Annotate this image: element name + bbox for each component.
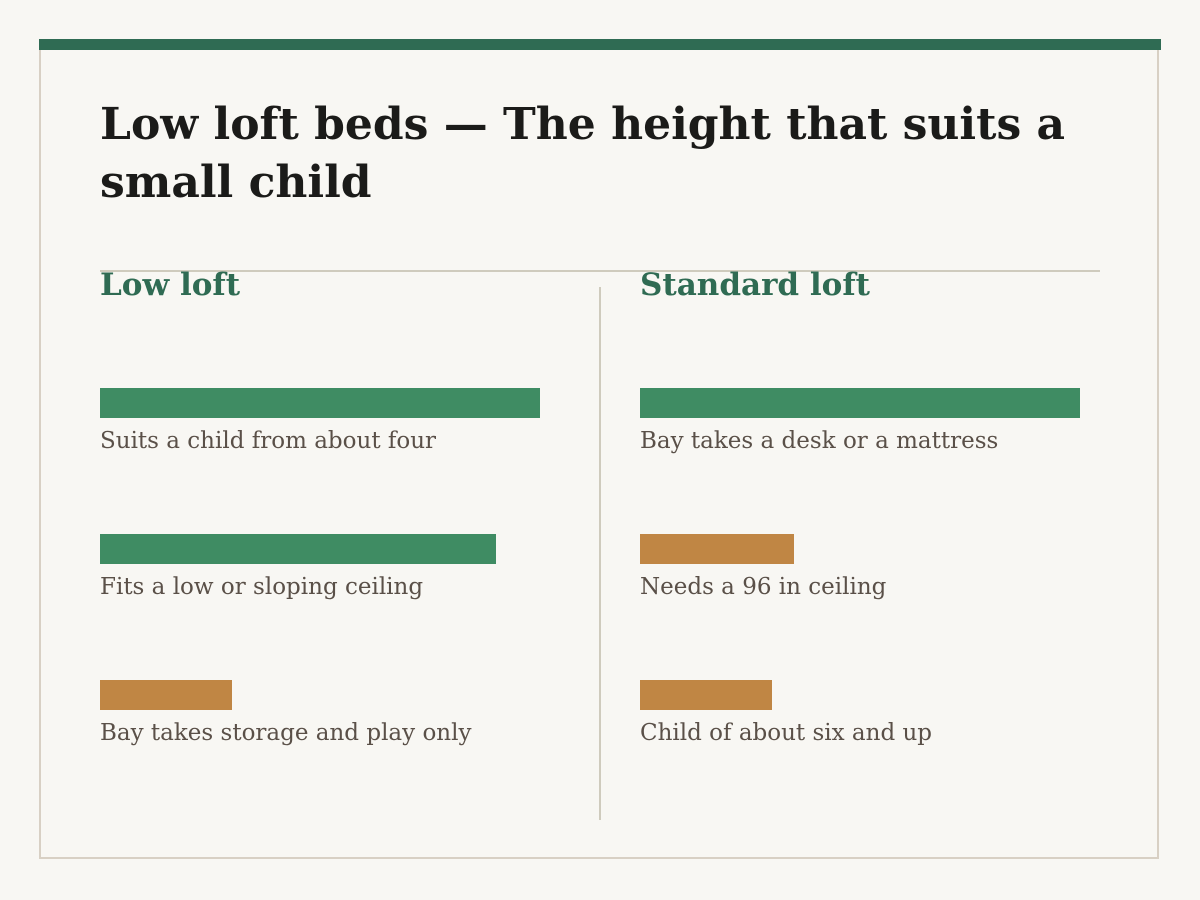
- item-label-standard-loft-2: Needs a 96 in ceiling: [640, 574, 887, 600]
- item-label-low-loft-3: Bay takes storage and play only: [100, 720, 472, 746]
- item-label-low-loft-1: Suits a child from about four: [100, 428, 437, 454]
- page-title: Low loft beds — The height that suits a …: [100, 99, 1066, 208]
- item-label-low-loft-2: Fits a low or sloping ceiling: [100, 574, 424, 600]
- bar-standard-loft-2: [640, 534, 794, 564]
- bar-low-loft-2: [100, 534, 496, 564]
- column-heading-low-loft: Low loft: [100, 267, 241, 303]
- bar-low-loft-1: [100, 388, 540, 418]
- column-divider: [599, 287, 601, 820]
- accent-top-bar: [39, 39, 1161, 50]
- bar-low-loft-3: [100, 680, 232, 710]
- item-label-standard-loft-3: Child of about six and up: [640, 720, 933, 746]
- item-label-standard-loft-1: Bay takes a desk or a mattress: [640, 428, 999, 454]
- heading-rule: [100, 270, 1100, 272]
- column-heading-standard-loft: Standard loft: [640, 267, 871, 303]
- bar-standard-loft-3: [640, 680, 772, 710]
- bar-standard-loft-1: [640, 388, 1080, 418]
